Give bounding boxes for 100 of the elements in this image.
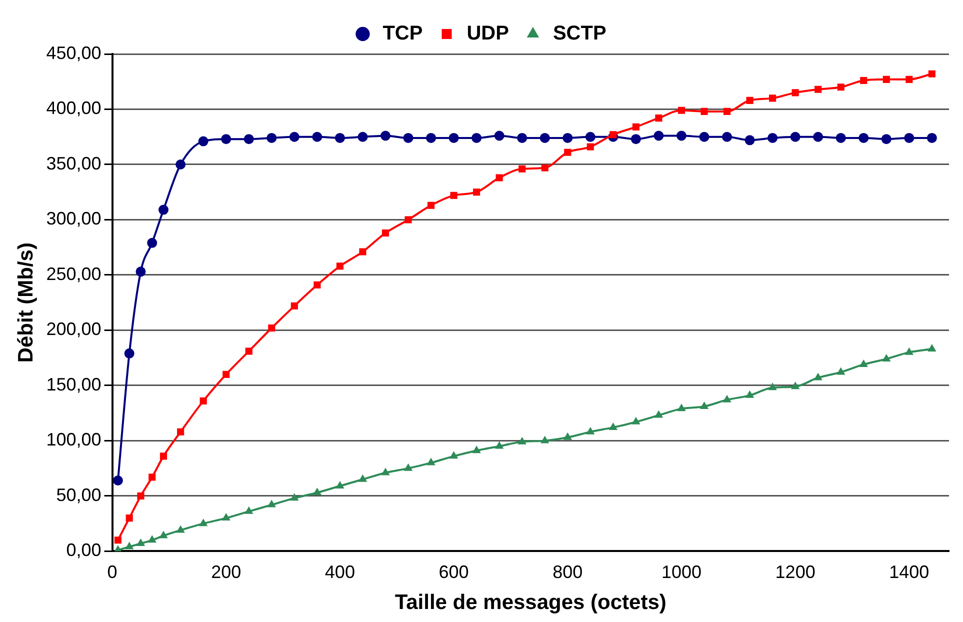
point <box>359 248 366 256</box>
point <box>158 204 168 215</box>
point <box>858 132 869 143</box>
x-tick-label: 0 <box>107 562 118 582</box>
point <box>881 134 892 144</box>
y-tick-label: 50,00 <box>56 484 102 505</box>
point <box>147 238 158 248</box>
point <box>382 229 390 237</box>
y-tick-label: 150,00 <box>46 374 102 394</box>
point <box>199 518 208 526</box>
point <box>358 474 368 482</box>
point <box>290 493 299 501</box>
point <box>494 441 504 449</box>
point <box>792 89 799 96</box>
point <box>314 281 321 288</box>
legend-label: SCTP <box>552 22 606 45</box>
point <box>699 132 710 142</box>
x-tick-label: 1000 <box>661 562 702 582</box>
point <box>564 148 572 156</box>
point <box>125 542 134 550</box>
point <box>404 463 413 471</box>
point <box>814 372 822 380</box>
point <box>745 390 754 398</box>
point <box>137 492 144 500</box>
point <box>655 114 662 122</box>
point <box>722 132 732 142</box>
point <box>244 134 254 144</box>
point <box>790 382 800 390</box>
point <box>267 500 276 508</box>
point <box>654 130 664 141</box>
x-tick-label: 1400 <box>889 562 930 582</box>
point <box>358 132 368 142</box>
point <box>148 474 156 481</box>
point <box>336 481 344 489</box>
point <box>312 132 322 142</box>
point <box>746 96 754 104</box>
point <box>836 132 846 143</box>
y-tick-label: 250,00 <box>46 264 102 284</box>
point <box>859 359 868 367</box>
point <box>608 422 618 430</box>
point <box>312 488 322 496</box>
point <box>472 446 481 454</box>
point <box>114 536 122 544</box>
point <box>904 132 914 143</box>
point <box>904 347 914 355</box>
point <box>380 130 390 141</box>
point <box>268 324 276 332</box>
point <box>450 192 458 199</box>
y-tick-label: 100,00 <box>46 430 102 450</box>
point <box>610 131 617 138</box>
point <box>860 76 868 84</box>
y-tick-label: 300,00 <box>46 208 102 229</box>
point <box>244 506 254 514</box>
point <box>159 530 168 538</box>
point <box>160 452 168 460</box>
point <box>245 348 252 355</box>
point <box>882 354 891 362</box>
point <box>744 135 755 146</box>
point <box>836 367 846 375</box>
point <box>723 108 731 115</box>
point <box>334 132 345 143</box>
point <box>676 130 686 141</box>
point <box>336 262 344 270</box>
point <box>221 134 232 144</box>
point <box>563 432 572 440</box>
point <box>266 132 277 143</box>
point <box>494 130 504 141</box>
point <box>562 132 573 143</box>
y-tick-label: 350,00 <box>46 153 102 174</box>
point <box>290 302 298 310</box>
point <box>928 344 936 352</box>
point <box>518 165 526 172</box>
point <box>768 132 778 143</box>
point <box>813 132 824 142</box>
point <box>722 394 732 402</box>
point <box>289 132 300 142</box>
point <box>222 513 230 521</box>
y-axis-title: Débit (Mb/s) <box>14 242 38 363</box>
point <box>882 76 890 83</box>
point <box>426 132 436 143</box>
point <box>586 426 595 434</box>
point <box>540 436 550 444</box>
point <box>540 132 550 143</box>
x-tick-label: 600 <box>438 562 469 582</box>
point <box>222 370 230 378</box>
point <box>426 458 436 466</box>
point <box>472 132 482 143</box>
x-tick-label: 1200 <box>775 562 816 582</box>
x-tick-label: 200 <box>211 562 242 582</box>
point <box>768 382 777 390</box>
x-axis-title: Taille de messages (octets) <box>394 591 666 614</box>
point <box>176 525 185 533</box>
legend-label: TCP <box>382 22 423 45</box>
point <box>496 174 503 182</box>
point <box>473 188 480 196</box>
point <box>427 202 435 209</box>
point <box>700 401 709 409</box>
point <box>928 70 936 78</box>
x-tick-label: 800 <box>552 562 583 582</box>
point <box>517 132 528 143</box>
